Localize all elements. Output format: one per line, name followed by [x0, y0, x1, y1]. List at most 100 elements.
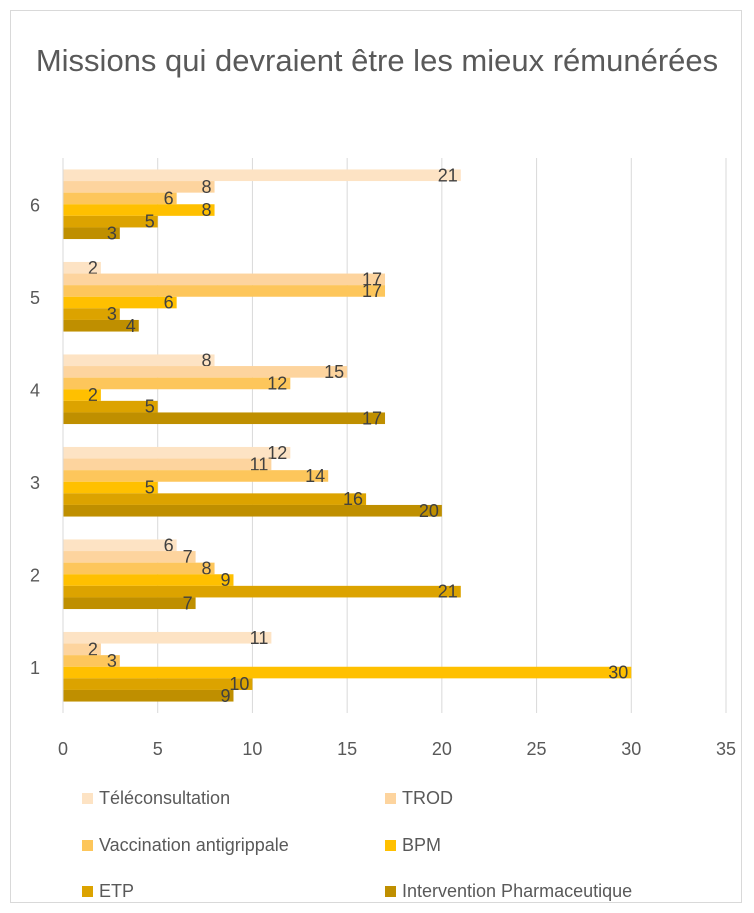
data-label: 7	[183, 593, 193, 613]
bar	[63, 273, 386, 286]
bar	[63, 215, 158, 228]
data-label: 11	[250, 454, 269, 474]
legend-item: Téléconsultation	[82, 786, 230, 810]
legend-item: Vaccination antigrippale	[82, 833, 289, 857]
legend-item: BPM	[385, 833, 441, 857]
legend-swatch	[82, 885, 93, 897]
x-tick-label: 25	[527, 739, 547, 759]
y-category-label: 5	[30, 288, 40, 308]
legend-label: Vaccination antigrippale	[99, 834, 289, 855]
legend-label: BPM	[402, 834, 442, 855]
data-label: 5	[145, 397, 155, 417]
bar	[63, 574, 234, 586]
bar	[63, 678, 253, 690]
data-label: 14	[305, 466, 325, 486]
data-label: 3	[107, 304, 117, 324]
bar	[63, 643, 101, 656]
data-label: 11	[250, 628, 269, 648]
bar	[63, 539, 177, 552]
legend-item: ETP	[82, 879, 134, 903]
bar	[63, 319, 139, 332]
data-label: 17	[362, 281, 382, 301]
legend-item: TROD	[385, 786, 453, 810]
data-label: 2	[88, 258, 98, 278]
data-label: 12	[267, 443, 287, 463]
data-label: 7	[183, 547, 193, 567]
bar	[63, 296, 177, 309]
data-label: 3	[107, 223, 117, 243]
bar	[63, 585, 461, 598]
bar	[63, 227, 120, 240]
legend-label: Intervention Pharmaceutique	[402, 880, 633, 901]
x-tick-label: 20	[432, 739, 452, 759]
bar	[63, 169, 461, 182]
data-label: 8	[202, 558, 212, 578]
legend-item: Intervention Pharmaceutique	[385, 879, 632, 903]
x-tick-label: 15	[337, 739, 357, 759]
bar	[63, 308, 120, 320]
data-label: 8	[202, 200, 212, 220]
data-label: 5	[145, 212, 155, 232]
y-category-label: 2	[30, 565, 40, 585]
bar	[63, 377, 291, 390]
data-label: 6	[164, 293, 174, 313]
data-label: 8	[202, 177, 212, 197]
data-label: 17	[362, 408, 382, 428]
bar	[63, 181, 215, 193]
y-category-label: 3	[30, 473, 40, 493]
x-tick-label: 35	[716, 739, 736, 759]
legend-label: ETP	[99, 880, 135, 901]
x-tick-label: 5	[153, 739, 163, 759]
data-label: 8	[202, 350, 212, 370]
data-label: 15	[324, 362, 344, 382]
bar	[63, 504, 442, 517]
data-label: 9	[220, 686, 230, 706]
legend-label: Téléconsultation	[99, 787, 231, 808]
data-label: 21	[438, 165, 458, 185]
bar	[63, 389, 101, 401]
y-category-label: 4	[30, 380, 40, 400]
data-label: 17	[362, 269, 382, 289]
chart-title: Missions qui devraient être les mieux ré…	[35, 43, 719, 78]
bar	[63, 400, 158, 413]
bar	[63, 666, 632, 679]
data-label: 9	[220, 570, 230, 590]
data-label: 6	[164, 188, 174, 208]
data-label: 5	[145, 478, 155, 498]
bar	[63, 631, 272, 644]
data-label: 21	[438, 582, 458, 602]
data-label: 2	[88, 639, 98, 659]
bar	[63, 551, 196, 563]
bar	[63, 597, 196, 610]
bar	[63, 366, 348, 378]
data-label: 10	[229, 674, 249, 694]
data-label: 3	[107, 651, 117, 671]
legend-swatch	[385, 792, 396, 804]
bar	[63, 689, 234, 702]
bar	[63, 458, 272, 471]
bar	[63, 285, 386, 297]
x-tick-label: 30	[621, 739, 641, 759]
data-label: 16	[343, 489, 363, 509]
bar	[63, 261, 101, 274]
bar	[63, 470, 329, 482]
bar	[63, 493, 367, 505]
legend-swatch	[82, 792, 93, 804]
data-label: 20	[419, 501, 439, 521]
bar	[63, 446, 291, 459]
legend-label: TROD	[402, 787, 453, 808]
y-category-label: 1	[30, 658, 40, 678]
data-label: 12	[267, 373, 287, 393]
data-label: 30	[608, 663, 628, 683]
bar	[63, 562, 215, 575]
bar	[63, 204, 215, 216]
y-category-label: 6	[30, 195, 40, 215]
bar	[63, 412, 386, 425]
bar	[63, 655, 120, 667]
legend-swatch	[82, 839, 93, 851]
legend-swatch	[385, 839, 396, 851]
data-label: 2	[88, 385, 98, 405]
legend-swatch	[385, 885, 396, 897]
x-tick-label: 10	[242, 739, 262, 759]
